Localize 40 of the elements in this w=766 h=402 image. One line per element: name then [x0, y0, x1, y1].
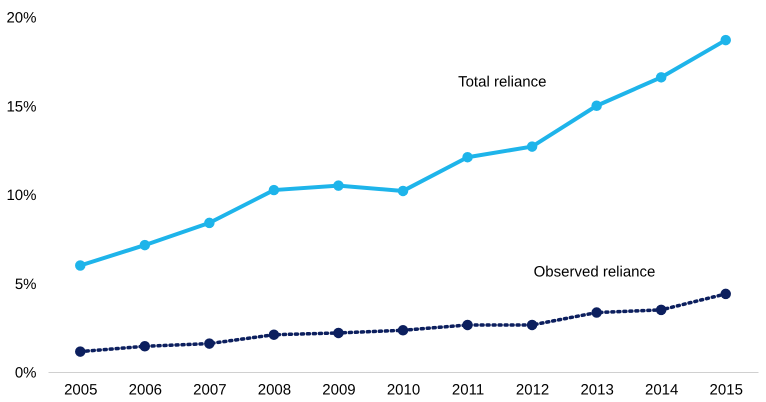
point: [462, 320, 473, 330]
x-tick-label: 2005: [64, 382, 98, 398]
point: [140, 240, 150, 250]
point: [526, 141, 538, 152]
point: [656, 304, 666, 316]
point: [204, 338, 215, 349]
x-tick-label: 2010: [386, 382, 420, 398]
point: [720, 34, 731, 46]
point: [204, 218, 215, 228]
y-tick-label: 20%: [6, 10, 36, 26]
x-tick-label: 2007: [193, 382, 227, 398]
point: [268, 329, 280, 340]
y-tick-label: 10%: [6, 187, 36, 204]
point: [462, 152, 473, 162]
x-tick-label: 2008: [258, 382, 292, 398]
x-tick-label: 2014: [644, 382, 678, 398]
x-tick-label: 2011: [452, 382, 484, 398]
x-tick-label: 2006: [128, 382, 162, 398]
x-tick-label: 2012: [516, 382, 550, 398]
point: [75, 346, 86, 357]
point: [656, 72, 666, 83]
point: [591, 307, 602, 318]
text: Total reliance: [458, 74, 546, 91]
point: [591, 100, 602, 111]
point: [140, 341, 150, 352]
point: [720, 288, 731, 300]
point: [333, 328, 344, 338]
y-tick-label: 15%: [6, 98, 36, 116]
series-label: Observed reliance: [534, 264, 656, 281]
point: [268, 184, 280, 196]
x-tick-label: 2009: [322, 382, 356, 398]
point: [398, 186, 408, 196]
x-tick-label: 2013: [580, 382, 614, 398]
point: [398, 325, 408, 336]
point: [526, 320, 538, 330]
y-tick-label: 0%: [14, 364, 36, 382]
y-tick-label: 5%: [14, 276, 36, 293]
point: [75, 260, 86, 271]
point: [333, 180, 344, 191]
x-tick-label: 2015: [710, 382, 743, 398]
